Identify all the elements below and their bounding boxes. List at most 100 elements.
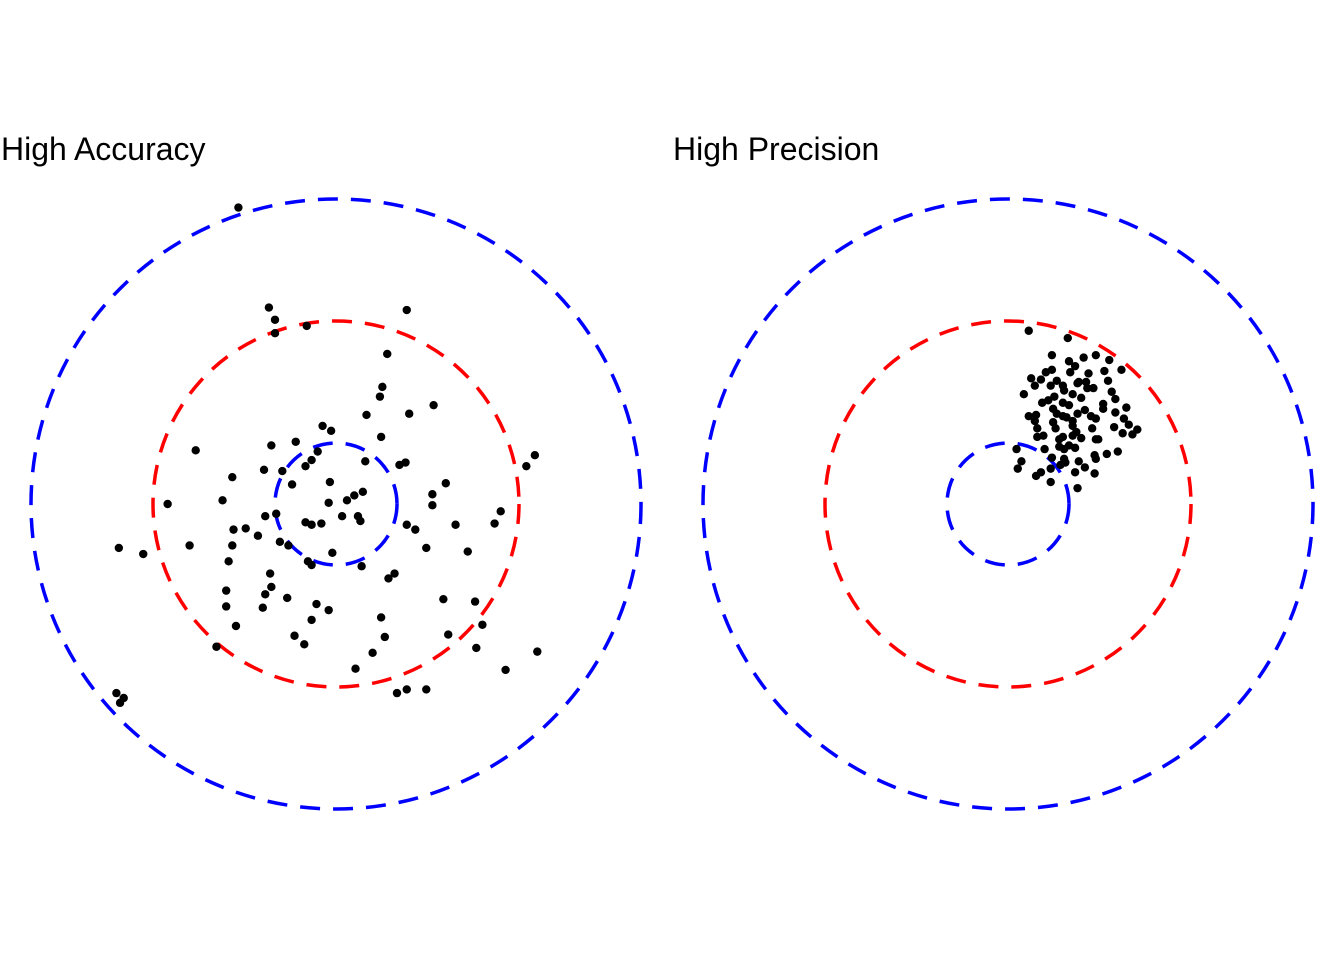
scatter-point [191,446,200,455]
scatter-point [1024,411,1033,421]
scatter-point [1086,411,1096,421]
target-plot-high-precision [701,197,1315,811]
scatter-point [224,557,233,566]
scatter-point [1024,326,1033,335]
scatter-point [439,594,448,604]
scatter-point [258,603,267,612]
target-ring-1 [945,441,1071,567]
scatter-point [267,441,276,450]
scatter-point [337,512,347,521]
scatter-point [1117,365,1126,374]
scatter-point [402,305,411,315]
target-ring-2 [823,319,1193,689]
scatter-point [264,303,274,312]
scatter-point [1102,449,1112,459]
scatter-point [470,597,480,606]
panel-high-precision: High Precision [672,0,1344,960]
scatter-point [422,543,431,553]
scatter-point [234,203,243,212]
scatter-point [1046,464,1055,473]
scatter-point [422,685,431,694]
scatter-point [1077,433,1086,443]
scatter-point [1111,394,1120,404]
scatter-point [307,520,316,529]
scatter-point [1017,457,1026,466]
scatter-point [303,557,313,566]
scatter-point [1019,390,1029,399]
scatter-point [1100,366,1109,376]
scatter-point [302,321,311,331]
scatter-point [1070,361,1080,371]
scatter-point [1012,444,1021,454]
scatter-point [261,512,270,521]
scatter-point [1063,333,1072,343]
scatter-point [300,640,309,649]
scatter-point [490,519,499,528]
scatter-point [522,461,531,471]
scatter-point [428,501,437,510]
scatter-point [1047,350,1057,360]
scatter-point [362,410,371,420]
scatter-point [1105,355,1114,365]
scatter-point [1079,353,1088,362]
scatter-point [229,525,238,534]
scatter-point [1066,368,1075,377]
scatter-point [228,541,237,550]
scatter-point [1068,390,1077,399]
chart-title: High Precision [673,131,880,167]
scatter-point [358,487,368,496]
scatter-point [287,480,297,489]
scatter-point [325,477,335,487]
scatter-point [228,472,237,482]
scatter-point [1091,350,1101,360]
scatter-point [1050,392,1059,401]
scatter-point [1073,483,1082,493]
scatter-point [384,574,393,583]
scatter-point [501,665,510,675]
scatter-point [212,642,221,651]
scatter-point [530,451,540,460]
scatter-point [1109,422,1119,432]
scatter-point [253,531,263,540]
scatter-point [301,461,310,471]
scatter-point [261,590,270,599]
scatter-point [395,460,404,470]
scatter-point [405,409,414,418]
scatter-point [185,541,194,550]
scatter-point [375,392,385,401]
panel-high-accuracy: High Accuracy [1,131,643,811]
scatter-point [283,593,292,603]
scatter-point [114,543,124,553]
scatter-point [1111,408,1120,417]
scatter-point [1080,405,1090,415]
scatter-point [112,688,121,698]
scatter-point [1041,368,1051,377]
scatter-point [1089,383,1098,393]
scatter-point [1026,374,1036,383]
scatter-point [1062,413,1071,422]
scatter-point [265,569,275,578]
scatter-point [324,605,333,615]
scatter-point [1068,421,1077,431]
scatter-point [1091,454,1101,464]
scatter-point [451,520,460,529]
scatter-point [328,548,337,557]
scatter-point [361,457,370,466]
scatter-point [1084,369,1093,378]
scatter-point [1107,387,1116,396]
scatter-point [390,569,399,578]
scatter-point [272,509,281,518]
scatter-point [270,329,280,338]
scatter-point [1077,393,1086,403]
scatter-point [1030,381,1040,390]
scatter-point [241,524,250,533]
scatter-point [267,582,276,592]
scatter-point [317,519,326,528]
scatter-point [1073,409,1082,418]
scatter-point [353,512,363,521]
scatter-point [290,631,299,640]
scatter-point [350,491,359,500]
scatter-point [1046,477,1055,487]
scatter-point [284,541,293,550]
scatter-point [1036,375,1046,384]
